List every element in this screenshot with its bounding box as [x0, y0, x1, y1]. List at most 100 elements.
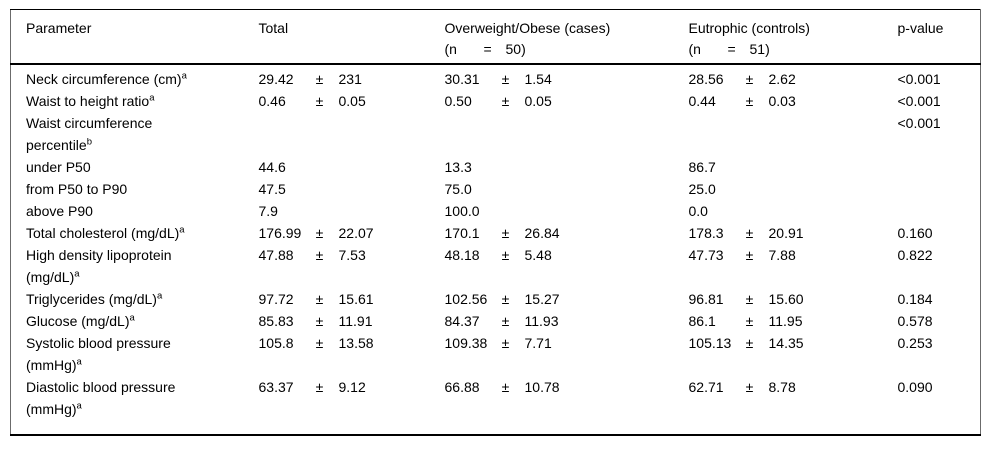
cell-parameter: under P50 — [11, 156, 245, 178]
total-mean: 44.6 — [258, 159, 286, 175]
plus-minus-sign: ± — [315, 291, 324, 307]
cell-total: 85.83 ±11.91 — [245, 310, 431, 332]
cases-sd: 11.93 — [524, 313, 559, 329]
cell-total: 47.88 ±7.53 — [245, 244, 431, 288]
cell-cases: 109.38 ±7.71 — [431, 332, 675, 376]
plus-minus-sign: ± — [315, 71, 324, 87]
cell-controls: 178.3 ±20.91 — [675, 222, 884, 244]
plus-minus-sign: ± — [501, 379, 510, 395]
cases-mean: 170.1 — [444, 225, 480, 241]
cell-pvalue: <0.001 — [884, 112, 981, 156]
plus-minus-sign: ± — [315, 247, 324, 263]
plus-minus-sign: ± — [315, 379, 324, 395]
cell-cases: 13.3 — [431, 156, 675, 178]
plus-minus-sign: ± — [745, 313, 754, 329]
row-label: above P90 — [26, 203, 93, 219]
cell-total: 47.5 — [245, 178, 431, 200]
cell-controls: 96.81 ±15.60 — [675, 288, 884, 310]
table-row: Neck circumference (cm)a 29.42 ±231 30.31… — [11, 64, 981, 90]
table-row: Triglycerides (mg/dL)a 97.72 ±15.61 102.5… — [11, 288, 981, 310]
cell-cases: 102.56 ±15.27 — [431, 288, 675, 310]
cell-controls: 86.7 — [675, 156, 884, 178]
cases-mean: 13.3 — [444, 159, 472, 175]
column-header-cases: Overweight/Obese (cases) (n = 50) — [430, 9, 675, 65]
cases-mean: 75.0 — [444, 181, 472, 197]
plus-minus-sign: ± — [745, 247, 754, 263]
total-sd: 22.07 — [338, 225, 374, 241]
cell-controls: 47.73 ±7.88 — [675, 244, 884, 288]
row-label: from P50 to P90 — [26, 181, 128, 197]
table-row: Systolic blood pressure (mmHg)a 105.8 ±13… — [11, 332, 981, 376]
plus-minus-sign: ± — [315, 313, 324, 329]
cases-mean: 66.88 — [444, 379, 480, 395]
cell-cases: 84.37 ±11.93 — [431, 310, 675, 332]
cell-total: 176.99 ±22.07 — [245, 222, 431, 244]
table-row: Glucose (mg/dL)a 85.83 ±11.91 84.37 ±11.93… — [11, 310, 981, 332]
cell-cases: 0.50 ±0.05 — [431, 90, 675, 112]
cases-sd: 5.48 — [524, 247, 552, 263]
cell-pvalue — [884, 200, 981, 222]
superscript-note: a — [179, 224, 185, 236]
controls-sd: 14.35 — [768, 335, 804, 351]
total-mean: 176.99 — [258, 225, 302, 241]
controls-mean: 178.3 — [688, 225, 724, 241]
p-value: 0.822 — [897, 247, 933, 263]
row-label: Waist to height ratio — [26, 93, 150, 109]
controls-sd: 20.91 — [768, 225, 804, 241]
cell-parameter: Diastolic blood pressure (mmHg)a — [11, 376, 245, 435]
row-label: Glucose (mg/dL) — [26, 313, 130, 329]
total-sd: 9.12 — [338, 379, 366, 395]
cell-parameter: Systolic blood pressure (mmHg)a — [11, 332, 245, 376]
cases-mean: 48.18 — [444, 247, 480, 263]
column-header-total-label: Total — [258, 20, 289, 36]
table-header: Parameter Total Overweight/Obese (cases)… — [10, 9, 981, 65]
cell-controls: 105.13 ±14.35 — [675, 332, 884, 376]
row-label-line2: percentileb — [26, 136, 92, 153]
plus-minus-sign: ± — [745, 71, 754, 87]
controls-mean: 25.0 — [688, 181, 716, 197]
cell-controls: 28.56 ±2.62 — [675, 64, 884, 90]
cell-controls: 86.1 ±11.95 — [675, 310, 884, 332]
row-label: under P50 — [26, 159, 91, 175]
row-label-line2: (mmHg)a — [26, 400, 82, 417]
p-value: 0.184 — [897, 291, 933, 307]
superscript-note: a — [74, 268, 80, 280]
table-row: from P50 to P90 47.5 75.0 25.0 — [11, 178, 981, 200]
p-value: 0.160 — [897, 225, 933, 241]
cell-cases: 66.88 ±10.78 — [431, 376, 675, 435]
results-table: Parameter Total Overweight/Obese (cases)… — [10, 9, 981, 436]
cell-parameter: above P90 — [11, 200, 245, 222]
row-label: Systolic blood pressure — [26, 335, 171, 351]
controls-sd: 0.03 — [768, 93, 796, 109]
table-row: under P50 44.6 13.3 86.7 — [11, 156, 981, 178]
cell-pvalue: <0.001 — [884, 90, 981, 112]
plus-minus-sign: ± — [315, 93, 324, 109]
superscript-note: a — [149, 92, 155, 104]
row-label: Diastolic blood pressure — [26, 379, 176, 395]
table-row: above P90 7.9 100.0 0.0 — [11, 200, 981, 222]
row-label: Neck circumference (cm) — [26, 71, 182, 87]
row-label: Total cholesterol (mg/dL) — [26, 225, 180, 241]
total-mean: 85.83 — [258, 313, 294, 329]
row-label: High density lipoprotein — [26, 247, 172, 263]
superscript-note: b — [86, 136, 92, 148]
column-header-cases-label: Overweight/Obese (cases) — [444, 20, 611, 36]
controls-sd: 11.95 — [768, 313, 803, 329]
cell-controls: 0.0 — [675, 200, 884, 222]
cases-sd: 7.71 — [524, 335, 552, 351]
cell-total: 105.8 ±13.58 — [245, 332, 431, 376]
plus-minus-sign: ± — [745, 93, 754, 109]
cell-pvalue: 0.184 — [884, 288, 981, 310]
table-body: Neck circumference (cm)a 29.42 ±231 30.31… — [11, 64, 981, 435]
cell-total: 29.42 ±231 — [245, 64, 431, 90]
plus-minus-sign: ± — [745, 291, 754, 307]
plus-minus-sign: ± — [745, 379, 754, 395]
cases-sd: 10.78 — [524, 379, 560, 395]
cell-parameter: Waist circumference percentileb — [11, 112, 245, 156]
cases-sd: 26.84 — [524, 225, 560, 241]
superscript-note: a — [156, 290, 163, 302]
cases-sd: 0.05 — [524, 93, 552, 109]
plus-minus-sign: ± — [745, 335, 754, 351]
column-header-pvalue: p-value — [883, 9, 981, 65]
total-mean: 97.72 — [258, 291, 294, 307]
